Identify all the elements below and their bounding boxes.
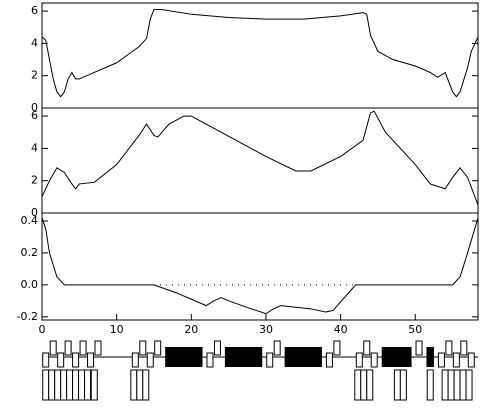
y-tick-label: 0.4 — [21, 214, 39, 227]
x-tick-label: 40 — [334, 323, 348, 336]
element — [154, 340, 162, 356]
element — [139, 340, 147, 356]
element — [49, 340, 57, 356]
element-label-mark — [48, 369, 56, 401]
element — [64, 340, 72, 356]
element-label-mark — [399, 369, 407, 401]
lattice-diagram — [42, 340, 478, 401]
data-line — [41, 217, 479, 315]
element — [94, 340, 102, 356]
element — [273, 340, 281, 356]
y-tick-label: 0 — [31, 206, 38, 219]
element — [57, 352, 65, 368]
y-tick-label: 4 — [31, 141, 38, 154]
element — [42, 352, 50, 368]
element-label-mark — [459, 369, 467, 401]
element-label-mark — [142, 369, 150, 401]
y-tick-label: 0 — [31, 101, 38, 114]
element — [213, 340, 221, 356]
element — [415, 340, 423, 356]
element — [206, 352, 214, 368]
element-label-mark — [90, 369, 98, 401]
x-tick-label: 50 — [408, 323, 422, 336]
element-label-mark — [54, 369, 62, 401]
element-label-mark — [354, 369, 362, 401]
y-tick-label: -0.2 — [17, 310, 38, 323]
element — [266, 352, 274, 368]
element — [437, 352, 445, 368]
plot-frame — [41, 212, 479, 321]
element-label-mark — [360, 369, 368, 401]
dipole — [165, 347, 203, 367]
y-tick-label: 0.2 — [21, 246, 39, 259]
element-label-mark — [66, 369, 74, 401]
x-tick-label: 0 — [39, 323, 46, 336]
dipole — [426, 347, 434, 367]
element-label-mark — [393, 369, 401, 401]
y-tick-label: 6 — [31, 109, 38, 122]
element-label-mark — [42, 369, 50, 401]
data-line — [41, 8, 479, 98]
element — [460, 340, 468, 356]
element-label-mark — [60, 369, 68, 401]
element — [467, 352, 475, 368]
x-tick-label: 20 — [184, 323, 198, 336]
element — [363, 340, 371, 356]
element — [72, 352, 80, 368]
element — [452, 352, 460, 368]
y-tick-label: 2 — [31, 69, 38, 82]
element-label-mark — [453, 369, 461, 401]
element — [370, 352, 378, 368]
dipole — [284, 347, 322, 367]
element — [87, 352, 95, 368]
x-tick-label: 10 — [110, 323, 124, 336]
element-label-mark — [130, 369, 138, 401]
element-label-mark — [426, 369, 434, 401]
y-tick-label: 0.0 — [21, 278, 39, 291]
element-label-mark — [78, 369, 86, 401]
element-label-mark — [366, 369, 374, 401]
element — [355, 352, 363, 368]
element-label-mark — [441, 369, 449, 401]
data-line — [41, 110, 479, 206]
element-label-mark — [84, 369, 92, 401]
dipole — [224, 347, 263, 367]
element-label-mark — [465, 369, 473, 401]
element — [325, 352, 333, 368]
element — [445, 340, 453, 356]
y-tick-label: 6 — [31, 4, 38, 17]
y-tick-label: 2 — [31, 174, 38, 187]
element — [131, 352, 139, 368]
element-label-mark — [447, 369, 455, 401]
element — [333, 340, 341, 356]
element — [79, 340, 87, 356]
x-tick-label: 30 — [259, 323, 273, 336]
element-label-mark — [72, 369, 80, 401]
element-label-mark — [136, 369, 144, 401]
y-tick-label: 4 — [31, 36, 38, 49]
element — [146, 352, 154, 368]
dipole — [381, 347, 412, 367]
